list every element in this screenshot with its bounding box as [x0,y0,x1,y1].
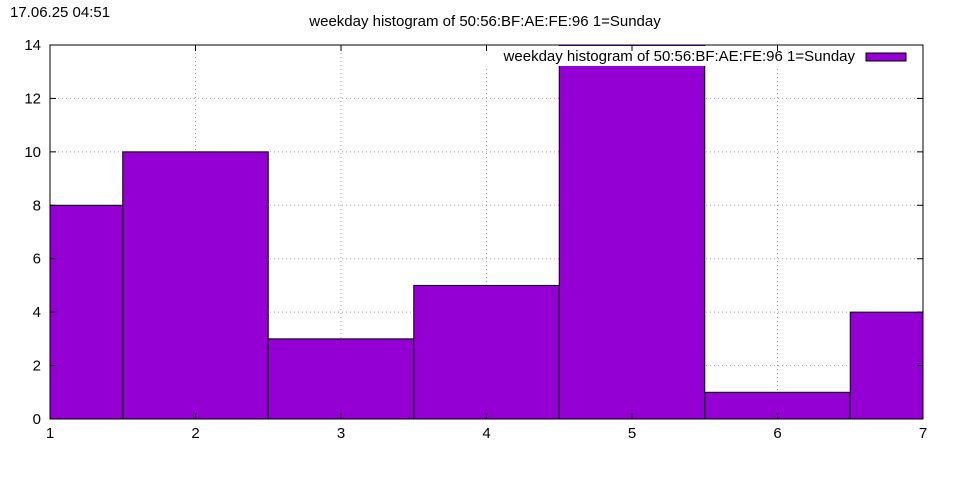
x-tick-label: 1 [46,425,54,442]
legend-background [440,46,913,66]
x-tick-label: 6 [773,425,781,442]
x-tick-label: 2 [191,425,199,442]
x-tick-label: 7 [919,425,927,442]
legend: weekday histogram of 50:56:BF:AE:FE:96 1… [440,46,913,66]
bar [122,151,269,420]
bar [558,44,706,420]
y-tick-label: 2 [33,358,41,375]
timestamp: 17.06.25 04:51 [10,4,111,21]
y-tick-label: 10 [24,144,41,161]
x-tick-label: 5 [628,425,636,442]
legend-swatch [865,52,907,62]
y-tick-label: 6 [33,251,41,268]
y-tick-label: 8 [33,197,41,214]
bar [849,311,924,420]
bar [413,284,560,420]
axes [49,44,924,420]
x-tick-label: 4 [482,425,490,442]
x-tick-label: 3 [337,425,345,442]
bars [49,44,924,420]
y-tick-label: 12 [24,90,41,107]
y-tick-label: 4 [33,304,41,321]
bar [267,338,415,420]
y-tick-label: 0 [33,411,41,428]
bar [49,204,124,420]
y-tick-label: 14 [24,37,41,54]
chart-title: weekday histogram of 50:56:BF:AE:FE:96 1… [308,13,661,30]
legend-label: weekday histogram of 50:56:BF:AE:FE:96 1… [503,48,856,65]
